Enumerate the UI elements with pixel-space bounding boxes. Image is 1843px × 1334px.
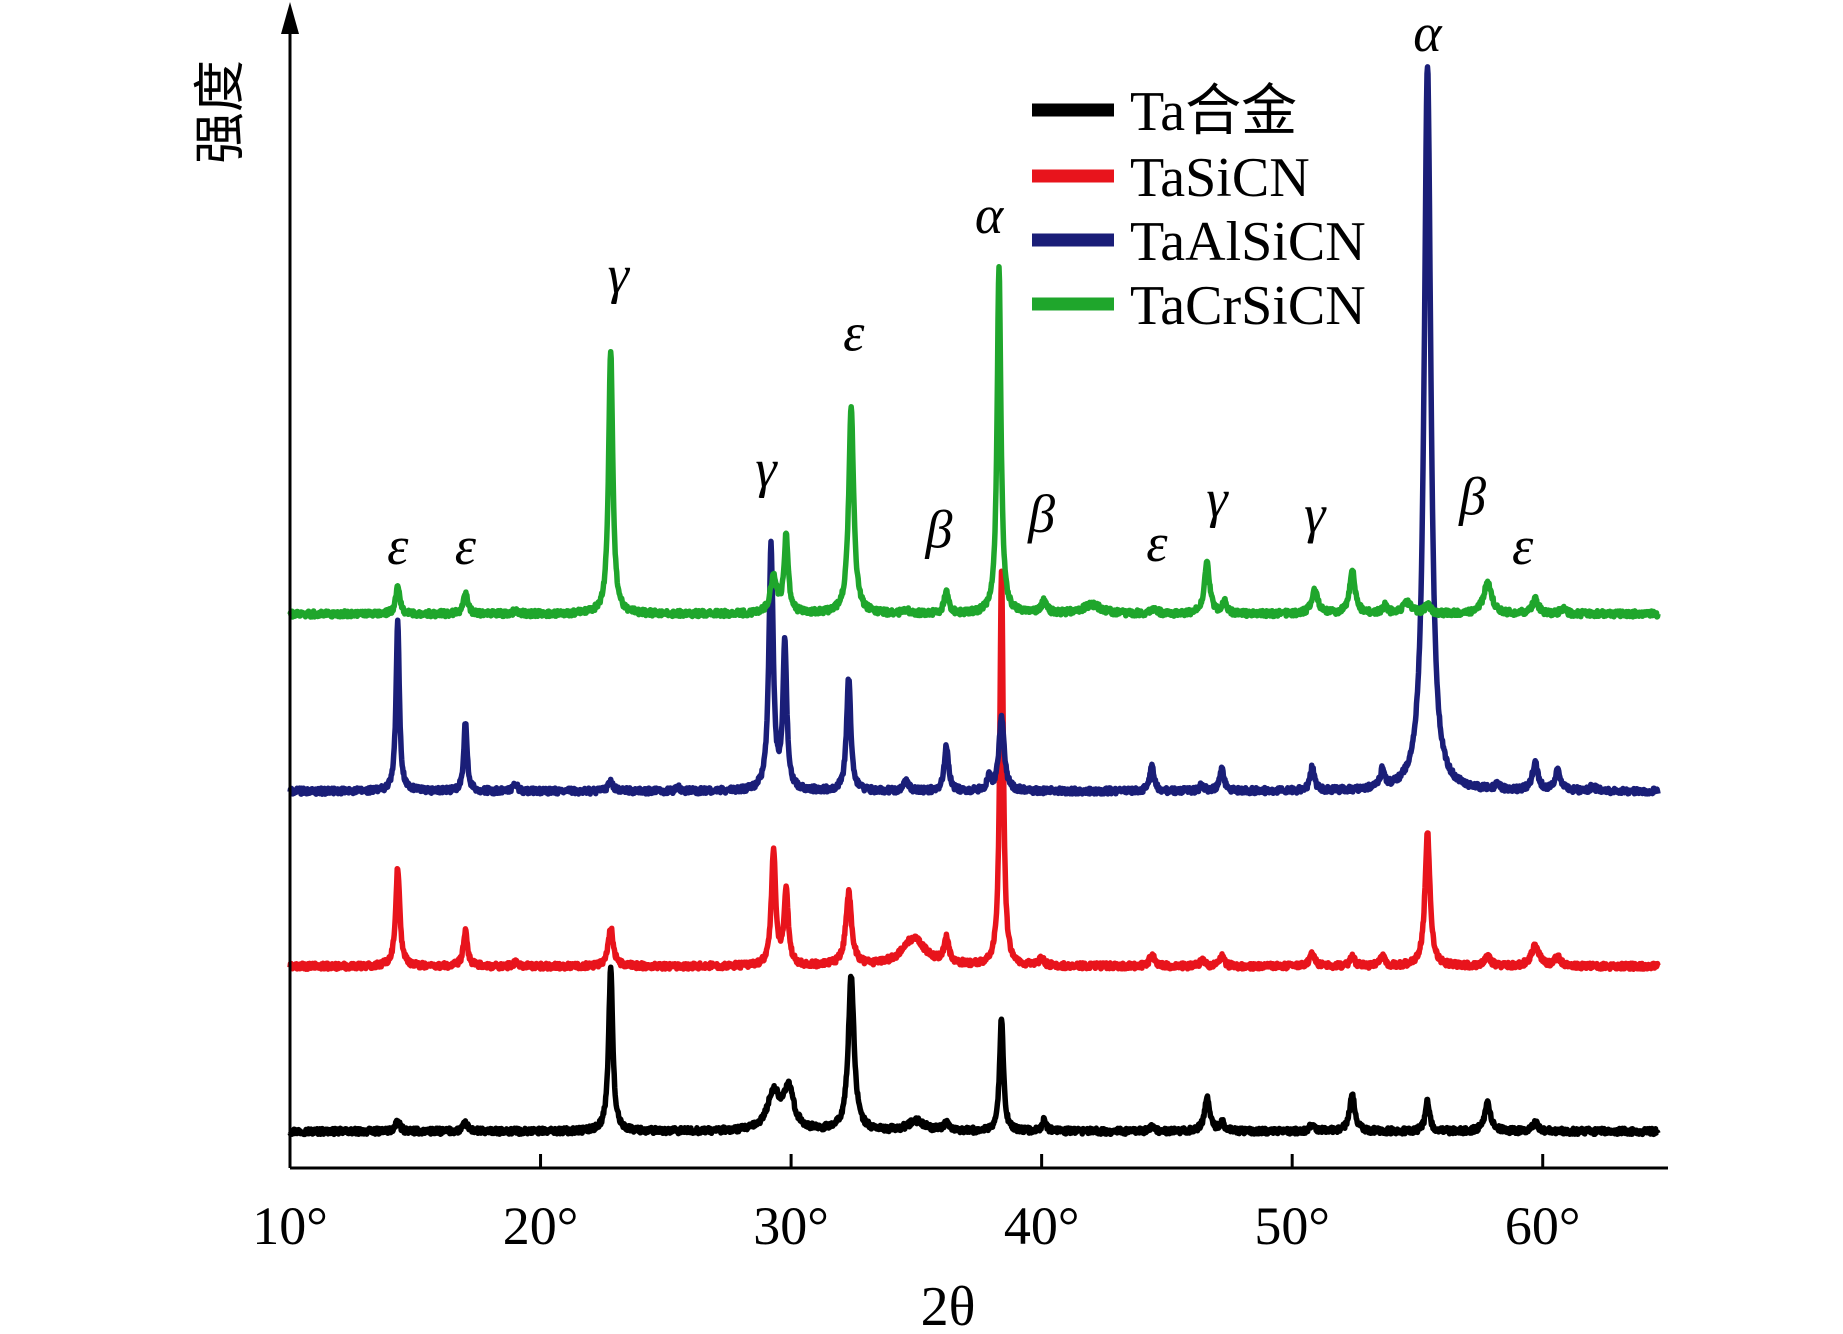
phase-annotation: β: [924, 500, 952, 560]
phase-annotation: γ: [1206, 468, 1229, 528]
axes: [281, 2, 1668, 1170]
series-line-taalsicn: [287, 64, 1661, 797]
x-axis-label-text: 2θ: [921, 1276, 976, 1334]
legend-label-taalsicn: TaAlSiCN: [1130, 211, 1366, 273]
x-tick-label: 30°: [753, 1196, 829, 1256]
phase-annotation: β: [1458, 466, 1486, 526]
legend-label-tacrsicn: TaCrSiCN: [1130, 275, 1366, 337]
series-line-tasicn: [287, 568, 1661, 972]
phase-annotation: γ: [1304, 484, 1327, 544]
y-axis-label-text: 强度: [193, 60, 250, 164]
x-ticks: 10° 20° 30° 40° 50° 60°: [252, 1154, 1581, 1256]
legend-label-ta-alloy: Ta合金: [1130, 81, 1297, 143]
phase-annotation: β: [1027, 484, 1055, 544]
y-axis-label: 强度: [193, 60, 250, 164]
phase-annotation: γ: [755, 439, 778, 499]
series-curves: [287, 64, 1661, 1138]
x-tick-label: 60°: [1505, 1196, 1581, 1256]
phase-annotation: ε: [843, 302, 865, 362]
series-line-tata-alloy: [287, 964, 1661, 1138]
phase-annotation: ε: [387, 516, 409, 576]
phase-annotation: ε: [1512, 516, 1534, 576]
phase-annotation: α: [975, 185, 1005, 245]
x-tick-label: 50°: [1254, 1196, 1330, 1256]
legend: Ta合金 TaSiCN TaAlSiCN TaCrSiCN: [1032, 81, 1366, 337]
series-line-tacrsicn: [287, 264, 1661, 620]
x-tick-label: 10°: [252, 1196, 328, 1256]
legend-label-tasicn: TaSiCN: [1130, 147, 1310, 209]
x-tick-label: 40°: [1004, 1196, 1080, 1256]
phase-annotation: γ: [608, 245, 631, 305]
phase-annotation: α: [1413, 3, 1443, 63]
phase-annotation: ε: [455, 516, 477, 576]
x-tick-label: 20°: [503, 1196, 579, 1256]
x-axis-label: 2θ: [921, 1276, 976, 1334]
phase-annotation: ε: [1146, 513, 1168, 573]
y-axis-arrow-icon: [281, 2, 299, 34]
